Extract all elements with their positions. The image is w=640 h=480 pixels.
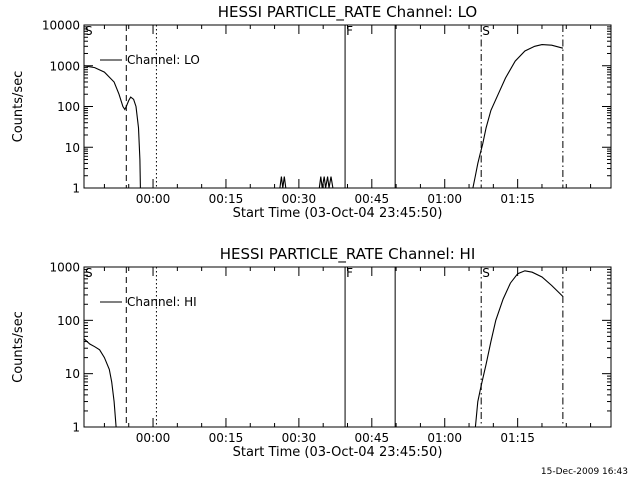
x-tick-label: 01:15 xyxy=(500,431,535,445)
event-marker-label: F xyxy=(346,24,353,38)
y-tick-label: 100 xyxy=(57,314,80,328)
x-tick-label: 01:00 xyxy=(427,192,462,206)
y-tick-label: 1 xyxy=(72,421,80,435)
y-axis-label: Counts/sec xyxy=(11,71,26,143)
panel-lo: HESSI PARTICLE_RATE Channel: LO 1 10 100 100… xyxy=(11,3,612,221)
y-tick-label: 100 xyxy=(57,100,80,114)
y-tick-label: 10 xyxy=(65,141,80,155)
x-tick-label: 00:15 xyxy=(209,431,244,445)
x-axis-label: Start Time (03-Oct-04 23:45:50) xyxy=(233,445,443,460)
y-tick-label: 1000 xyxy=(49,261,80,275)
x-tick-label: 00:15 xyxy=(209,192,244,206)
x-tick-label: 00:45 xyxy=(355,192,390,206)
legend-label: Channel: LO xyxy=(127,53,200,67)
x-tick-label: 01:00 xyxy=(427,431,462,445)
series-line xyxy=(474,270,564,428)
y-tick-label: 1000 xyxy=(49,59,80,73)
x-tick-label: 00:00 xyxy=(136,192,171,206)
y-tick-label: 10 xyxy=(65,367,80,381)
x-tick-label: 00:45 xyxy=(355,431,390,445)
y-tick-label: 1 xyxy=(72,182,80,196)
y-axis-label: Counts/sec xyxy=(11,311,26,383)
series-line xyxy=(279,176,287,189)
event-marker-label: S xyxy=(85,24,93,38)
footer-timestamp: 15-Dec-2009 16:43 xyxy=(541,467,628,477)
y-tick-label: 10000 xyxy=(42,19,80,33)
chart-title: HESSI PARTICLE_RATE Channel: LO xyxy=(218,3,477,22)
event-marker-label: S xyxy=(85,266,93,280)
x-tick-label: 00:30 xyxy=(282,431,317,445)
event-marker-label: F xyxy=(346,266,353,280)
series-line xyxy=(318,176,334,189)
series-line xyxy=(83,65,141,189)
legend-label: Channel: HI xyxy=(127,295,197,309)
series-line xyxy=(472,44,564,189)
event-marker-label: S xyxy=(482,266,490,280)
series-line xyxy=(83,338,117,428)
panel-hi: HESSI PARTICLE_RATE Channel: HI 1 10 100 100… xyxy=(11,245,612,460)
x-axis-label: Start Time (03-Oct-04 23:45:50) xyxy=(233,206,443,221)
x-tick-label: 01:15 xyxy=(500,192,535,206)
chart-title: HESSI PARTICLE_RATE Channel: HI xyxy=(220,245,476,264)
x-tick-label: 00:30 xyxy=(282,192,317,206)
event-marker-label: S xyxy=(482,24,490,38)
x-tick-label: 00:00 xyxy=(136,431,171,445)
